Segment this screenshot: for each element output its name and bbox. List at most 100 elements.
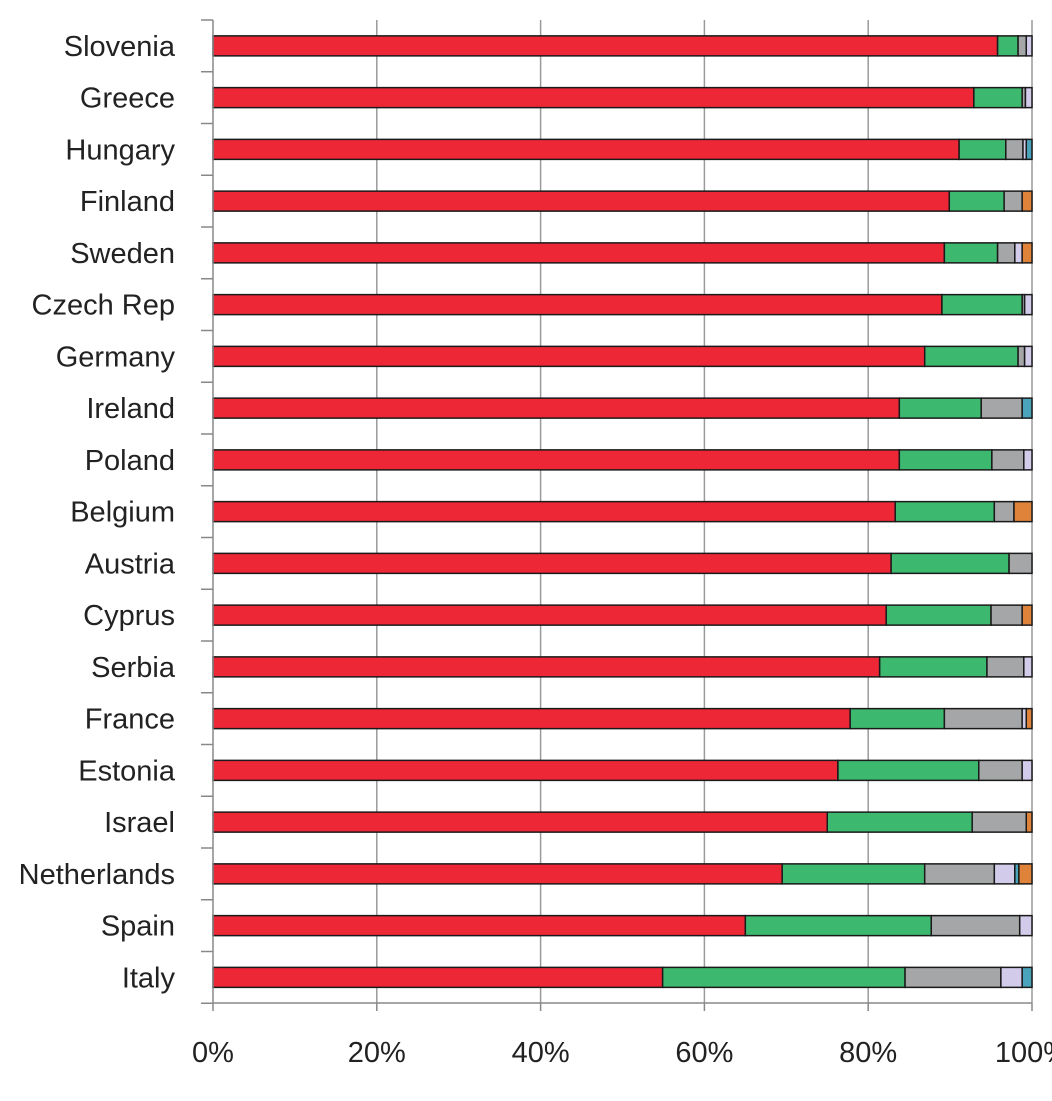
bar-segment-series-4-estonia bbox=[1021, 759, 1033, 782]
bar-segment-series-3-belgium bbox=[993, 500, 1015, 523]
bar-segment-series-2-poland bbox=[898, 449, 993, 471]
bar-segment-series-2-italy bbox=[661, 966, 906, 989]
bar-segment-series-2-serbia bbox=[878, 656, 988, 678]
category-label: Israel bbox=[104, 807, 175, 839]
bar-segment-series-3-poland bbox=[991, 449, 1025, 471]
bar-segment-series-2-spain bbox=[744, 914, 933, 937]
bar-segment-series-4-sweden bbox=[1014, 242, 1023, 264]
axes bbox=[201, 19, 1033, 1011]
bar-segment-series-1-poland bbox=[212, 449, 901, 471]
bar-segment-series-2-finland bbox=[948, 190, 1005, 212]
labels: 0% 20% 40% 60% 80% 100% Slovenia Greece Hungary F… bbox=[19, 31, 1052, 1069]
bar-segment-series-2-belgium bbox=[894, 500, 996, 523]
bar-segment-series-4-germany bbox=[1023, 345, 1033, 368]
bar-segment-series-3-estonia bbox=[978, 759, 1023, 782]
bar-segment-series-6-sweden bbox=[1021, 242, 1033, 264]
bar-segment-series-3-ireland bbox=[980, 397, 1023, 419]
bar-segment-series-2-czech-rep bbox=[941, 293, 1023, 316]
bar-segment-series-1-slovenia bbox=[212, 35, 999, 57]
bar-segment-series-1-austria bbox=[212, 552, 892, 575]
bar-segment-series-4-netherlands bbox=[993, 863, 1016, 885]
bar-segment-series-1-greece bbox=[212, 86, 975, 109]
category-label: Finland bbox=[80, 186, 175, 218]
bar-segment-series-6-cyprus bbox=[1021, 604, 1033, 626]
category-label: Austria bbox=[85, 548, 176, 580]
bar-segment-series-1-finland bbox=[212, 190, 951, 212]
bar-segment-series-3-israel bbox=[971, 811, 1028, 833]
category-label: Poland bbox=[85, 445, 175, 477]
bar-segment-series-3-italy bbox=[904, 966, 1002, 989]
bar-segment-series-5-ireland bbox=[1021, 397, 1033, 419]
bar-segment-series-2-israel bbox=[826, 811, 973, 833]
category-label: Spain bbox=[101, 911, 175, 943]
category-label: France bbox=[85, 704, 175, 736]
bar-segment-series-6-netherlands bbox=[1018, 863, 1033, 885]
bar-segment-series-4-spain bbox=[1018, 914, 1033, 937]
category-label: Greece bbox=[80, 83, 175, 115]
bar-segment-series-1-israel bbox=[212, 811, 828, 833]
bar-segment-series-1-germany bbox=[212, 345, 926, 368]
bar-segment-series-1-estonia bbox=[212, 759, 839, 782]
bar-segment-series-4-serbia bbox=[1023, 656, 1033, 678]
x-tick-label: 0% bbox=[192, 1037, 234, 1069]
bar-segment-series-3-serbia bbox=[986, 656, 1025, 678]
bar-segment-series-3-hungary bbox=[1005, 138, 1024, 161]
bar-segment-series-5-italy bbox=[1021, 966, 1033, 989]
bar-segment-series-3-finland bbox=[1003, 190, 1023, 212]
bar-segment-series-6-israel bbox=[1025, 811, 1033, 833]
bar-segment-series-4-poland bbox=[1023, 449, 1033, 471]
bar-segment-series-2-germany bbox=[923, 345, 1019, 368]
bar-segment-series-1-italy bbox=[212, 966, 664, 989]
category-label: Czech Rep bbox=[32, 290, 175, 322]
bar-segment-series-2-netherlands bbox=[781, 863, 926, 885]
x-tick-label: 100% bbox=[995, 1037, 1052, 1069]
x-tick-label: 20% bbox=[348, 1037, 406, 1069]
category-label: Germany bbox=[56, 341, 176, 373]
bar-segment-series-2-sweden bbox=[943, 242, 999, 264]
bar-segment-series-6-finland bbox=[1021, 190, 1033, 212]
bar-segment-series-2-estonia bbox=[837, 759, 980, 782]
bar-segment-series-4-czech-rep bbox=[1023, 293, 1033, 316]
x-tick-label: 40% bbox=[512, 1037, 570, 1069]
category-label: Belgium bbox=[70, 497, 175, 529]
bar-segment-series-2-france bbox=[849, 707, 946, 730]
bar-segment-series-3-cyprus bbox=[990, 604, 1023, 626]
bar-segment-series-3-slovenia bbox=[1017, 35, 1028, 57]
bar-segment-series-4-italy bbox=[1000, 966, 1023, 989]
category-label: Hungary bbox=[65, 134, 175, 166]
bar-segment-series-3-france bbox=[943, 707, 1023, 730]
bar-segment-series-2-austria bbox=[890, 552, 1010, 575]
category-label: Cyprus bbox=[83, 600, 175, 632]
bar-segment-series-4-slovenia bbox=[1025, 35, 1033, 57]
category-label: Serbia bbox=[91, 652, 176, 684]
bar-segment-series-1-ireland bbox=[212, 397, 901, 419]
bar-segment-series-3-germany bbox=[1017, 345, 1026, 368]
bars bbox=[212, 35, 1033, 989]
category-label: Estonia bbox=[78, 755, 176, 787]
bar-segment-series-1-france bbox=[212, 707, 851, 730]
bar-segment-series-1-spain bbox=[212, 914, 747, 937]
bar-segment-series-2-cyprus bbox=[885, 604, 992, 626]
bar-segment-series-2-greece bbox=[973, 86, 1023, 109]
bar-segment-series-4-greece bbox=[1024, 86, 1033, 109]
bar-segment-series-1-cyprus bbox=[212, 604, 887, 626]
bar-segment-series-1-serbia bbox=[212, 656, 881, 678]
x-tick-label: 60% bbox=[675, 1037, 733, 1069]
category-label: Ireland bbox=[86, 393, 175, 425]
bar-segment-series-2-slovenia bbox=[996, 35, 1019, 57]
bar-segment-series-1-sweden bbox=[212, 242, 946, 264]
category-label: Sweden bbox=[70, 238, 175, 270]
bar-segment-series-3-sweden bbox=[996, 242, 1016, 264]
category-label: Italy bbox=[122, 962, 176, 994]
category-label: Netherlands bbox=[19, 859, 175, 891]
bar-segment-series-5-hungary bbox=[1025, 138, 1033, 161]
bar-segment-series-1-belgium bbox=[212, 500, 896, 523]
bar-segment-series-2-ireland bbox=[898, 397, 982, 419]
bar-segment-series-6-france bbox=[1025, 707, 1033, 730]
bar-segment-series-3-spain bbox=[930, 914, 1021, 937]
bar-segment-series-3-netherlands bbox=[923, 863, 996, 885]
bar-segment-series-6-belgium bbox=[1013, 500, 1033, 523]
bar-segment-series-1-netherlands bbox=[212, 863, 783, 885]
bar-segment-series-1-czech-rep bbox=[212, 293, 943, 316]
